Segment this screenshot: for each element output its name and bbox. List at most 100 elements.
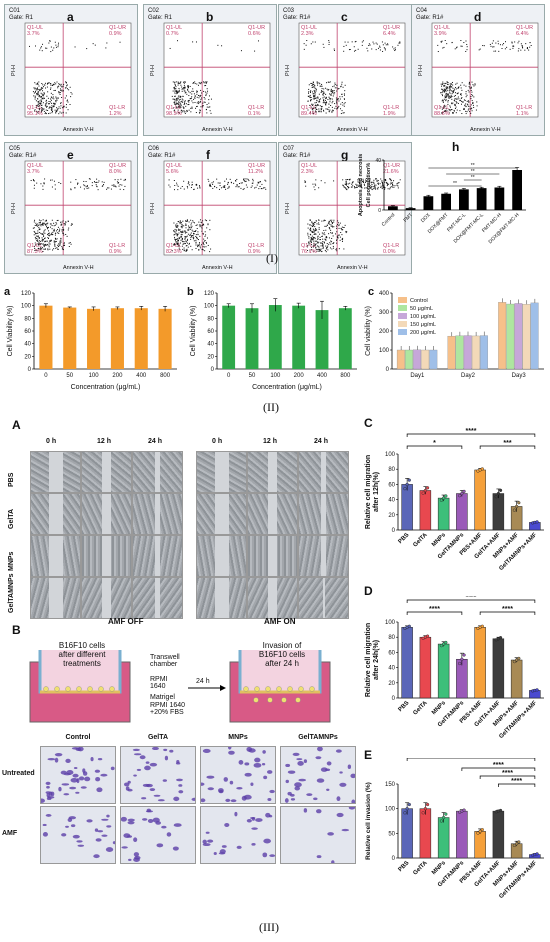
flow-x-axis-label: Annexin V-H [202,265,233,271]
quadrant-ur-value: 21.6% [383,169,399,175]
stained-cell [128,858,132,861]
stained-cell [313,797,318,801]
invasion-col-label: Control [65,734,91,741]
quadrant-ll-label: Q1-LL [27,243,42,249]
quadrant-lr-value: 0.9% [248,249,261,255]
scatter-dots [437,39,532,115]
transwell-right-label: Invasion of B16F10 cells after 24 h [258,641,306,668]
cell [254,686,260,692]
legend-label: Control [410,298,428,304]
x-tick-label: Day3 [512,373,527,379]
stained-cell [161,825,167,829]
stained-cell [127,821,135,825]
y-tick-label: 0 [378,208,381,214]
sig-mark: ** [453,181,457,187]
stained-cell [73,766,78,769]
bar [419,490,432,531]
bar [492,493,505,531]
bar [437,643,450,699]
bar [387,206,398,210]
flow-sample-id: C05 [9,146,21,152]
stained-cell [145,810,154,813]
sig-bracket [479,445,536,449]
x-tick-label: 200 [112,373,123,379]
data-point [498,808,503,813]
stained-cell [236,845,242,849]
data-point [423,488,427,493]
stained-cell [144,765,151,771]
plot-area [298,160,406,256]
stained-cell [69,786,77,790]
stained-cell [100,773,108,777]
sig-mark: ** [471,169,475,175]
amf-on-label: AMF ON [264,617,296,626]
stained-cell [326,788,330,791]
y-axis-label: after 24h(%) [373,640,380,680]
stained-cell [172,846,179,851]
y-tick-label: 40 [388,498,395,504]
stained-cell [263,838,271,844]
legend-swatch [398,321,407,327]
scratch-micrograph [247,535,298,577]
data-point [535,520,539,524]
x-tick-label: DOX@FMT-MC-H [488,212,521,244]
x-tick-label: 100 [89,373,100,379]
y-axis-label: Apoptosis and necrosis [358,154,364,216]
y-tick-label: 120 [204,291,215,297]
cell [265,686,271,692]
plot-area [24,22,132,118]
flow-gate-label: Gate: R1# [416,15,444,21]
data-point [515,842,519,846]
data-point [512,843,517,848]
stained-cell [285,763,291,768]
data-point [462,653,466,657]
quadrant-ll-label: Q1-LL [301,243,316,249]
stained-cell [178,790,184,794]
stained-cell [61,833,67,837]
quadrant-lr-value: 0.0% [383,249,396,255]
sig-bracket [406,757,536,761]
stained-cell [142,818,148,821]
stained-cell [153,794,161,797]
y-tick-label: 100 [21,304,32,310]
stained-cell [228,747,232,750]
bar [419,636,432,699]
scratch-gap [48,578,63,618]
bar [455,335,464,370]
y-tick-label: 0 [392,528,396,534]
stained-cell [46,793,50,798]
bar [498,302,507,370]
y-axis-label: Cell Viability (%) [190,306,197,357]
quadrant-ll-label: Q1-LL [27,105,42,111]
stained-cell [94,769,101,773]
stained-cell [169,749,174,753]
sig-mark: **** [466,428,477,435]
stained-cell [238,760,244,765]
scratch-micrograph [247,493,298,535]
stained-cell [251,843,256,846]
stained-cell [110,766,115,771]
scratch-gap [48,536,63,576]
stained-cell [136,768,142,771]
bar [268,305,282,369]
y-tick-label: 60 [24,329,31,335]
viability-chart-a: 0 20 40 60 80 100 120 0 50 100 200 400 800 Concentrat… [0,283,183,391]
bar [447,335,456,370]
scratch-micrograph [132,577,183,619]
viability-chart-b: 0 20 40 60 80 100 120 0 50 100 200 400 800 Concentrat… [183,283,363,391]
x-tick-label: MNPs [431,860,447,876]
sig-mark: * [433,440,436,447]
scratch-gap [321,536,326,576]
y-tick-label: 20 [24,354,31,360]
stained-cell [58,786,62,792]
stained-cell [316,778,325,783]
data-point [480,624,484,628]
invasion-row-label: AMF [2,830,18,837]
cell [298,686,304,692]
stained-cell [202,748,211,754]
flow-gate-label: Gate: R1 [9,15,34,21]
data-point [476,831,480,835]
stained-cell [267,798,272,802]
